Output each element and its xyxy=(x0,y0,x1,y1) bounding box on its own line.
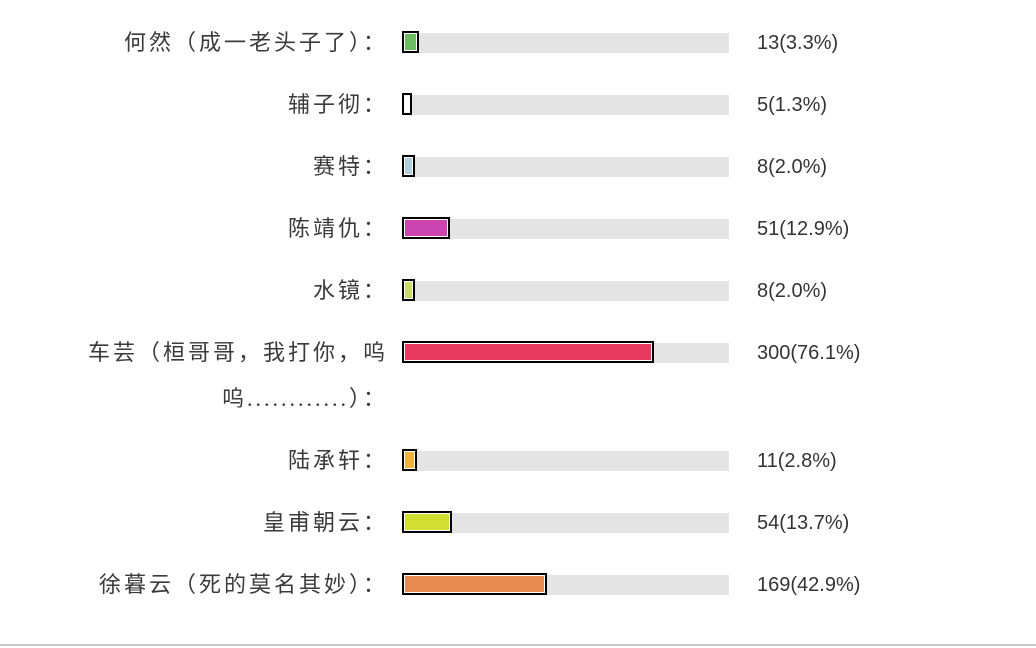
bar-fill-color xyxy=(405,34,416,50)
bar-fill-color xyxy=(405,576,544,592)
poll-row: 水镜： 8(2.0%) xyxy=(0,268,860,314)
bar-track xyxy=(402,20,729,66)
vote-count: 11(2.8%) xyxy=(757,450,837,472)
bar-fill xyxy=(402,217,450,239)
bar-track xyxy=(402,206,729,252)
bar-track-background xyxy=(402,513,729,533)
bottom-divider xyxy=(0,644,1036,646)
poll-row: 何然（成一老头子了）： 13(3.3%) xyxy=(0,20,860,66)
poll-row: 赛特： 8(2.0%) xyxy=(0,144,860,190)
bar-track-background xyxy=(402,451,729,471)
bar-fill xyxy=(402,511,452,533)
bar-fill xyxy=(402,279,415,301)
option-label: 车芸（桓哥哥，我打你，呜 呜............）： xyxy=(87,340,388,411)
bar-fill xyxy=(402,449,417,471)
bar-fill-color xyxy=(405,452,414,468)
vote-count: 169(42.9%) xyxy=(757,574,861,596)
vote-count: 5(1.3%) xyxy=(757,94,828,116)
bar-track-background xyxy=(402,219,729,239)
bar-track xyxy=(402,82,729,128)
poll-rows: 何然（成一老头子了）： 13(3.3%) 辅子彻： 5(1.3%) 赛特： 8(… xyxy=(0,20,860,608)
poll-row: 辅子彻： 5(1.3%) xyxy=(0,82,860,128)
bar-track xyxy=(402,268,729,314)
option-label: 陆承轩： xyxy=(287,448,388,473)
bar-fill-color xyxy=(405,96,409,112)
option-label: 陈靖仇： xyxy=(287,216,388,241)
bar-track-background xyxy=(402,95,729,115)
option-label: 水镜： xyxy=(312,278,388,303)
bar-fill xyxy=(402,573,547,595)
bar-track-background xyxy=(402,157,729,177)
poll-row: 徐暮云（死的莫名其妙）： 169(42.9%) xyxy=(0,562,860,608)
vote-count: 8(2.0%) xyxy=(757,156,828,178)
option-label: 赛特： xyxy=(312,154,388,179)
bar-track xyxy=(402,438,729,484)
poll-row: 陆承轩： 11(2.8%) xyxy=(0,438,860,484)
bar-fill xyxy=(402,155,415,177)
bar-fill-color xyxy=(405,220,447,236)
vote-count: 13(3.3%) xyxy=(757,32,839,54)
option-label: 皇甫朝云： xyxy=(262,510,388,535)
bar-fill-color xyxy=(405,282,412,298)
bar-fill-color xyxy=(405,158,412,174)
option-label: 何然（成一老头子了）： xyxy=(123,30,388,55)
vote-count: 8(2.0%) xyxy=(757,280,828,302)
poll-results: 何然（成一老头子了）： 13(3.3%) 辅子彻： 5(1.3%) 赛特： 8(… xyxy=(0,20,860,624)
option-label: 辅子彻： xyxy=(287,92,388,117)
poll-row: 皇甫朝云： 54(13.7%) xyxy=(0,500,860,546)
poll-row: 陈靖仇： 51(12.9%) xyxy=(0,206,860,252)
vote-count: 51(12.9%) xyxy=(757,218,850,240)
bar-track xyxy=(402,562,729,608)
bar-fill-color xyxy=(405,514,449,530)
bar-track xyxy=(402,330,729,376)
bar-fill xyxy=(402,31,419,53)
bar-track-background xyxy=(402,33,729,53)
bar-track xyxy=(402,144,729,190)
bar-fill-color xyxy=(405,344,651,360)
bar-track xyxy=(402,500,729,546)
vote-count: 300(76.1%) xyxy=(757,342,861,364)
bar-fill xyxy=(402,93,412,115)
bar-track-background xyxy=(402,281,729,301)
option-label: 徐暮云（死的莫名其妙）： xyxy=(98,572,388,597)
poll-row: 车芸（桓哥哥，我打你，呜 呜............）： 300(76.1%) xyxy=(0,330,860,422)
bar-fill xyxy=(402,341,654,363)
vote-count: 54(13.7%) xyxy=(757,512,850,534)
